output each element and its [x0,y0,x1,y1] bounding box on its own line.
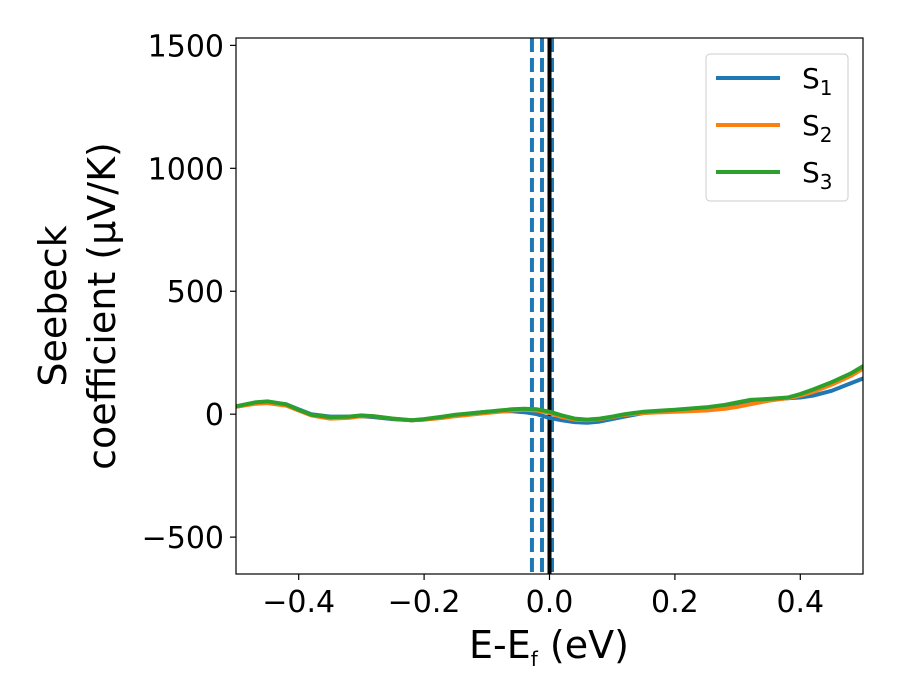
x-tick-label: 0.0 [526,585,574,620]
y-tick-label: 1500 [148,29,224,64]
legend-box [705,53,849,202]
y-tick-label: −500 [142,521,224,556]
x-tick-label: 0.4 [776,585,824,620]
legend-label-s1: S1 [802,62,833,100]
y-tick-label: 1000 [148,152,224,187]
legend-label-s2: S2 [802,109,833,147]
y-axis-label-line2: coefficient (μV/K) [80,142,124,470]
series-line-s3 [236,364,863,423]
y-tick-label: 0 [205,398,224,433]
legend: S1 S2 S3 [705,53,849,202]
y-axis-label-line1: Seebeck [31,225,75,386]
x-axis-label: E-Ef (eV) [469,623,629,671]
x-tick-label: −0.4 [262,585,335,620]
y-tick-label: 500 [167,275,224,310]
legend-label-s3: S3 [802,156,833,194]
x-tick-label: 0.2 [651,585,699,620]
x-tick-label: −0.2 [388,585,461,620]
